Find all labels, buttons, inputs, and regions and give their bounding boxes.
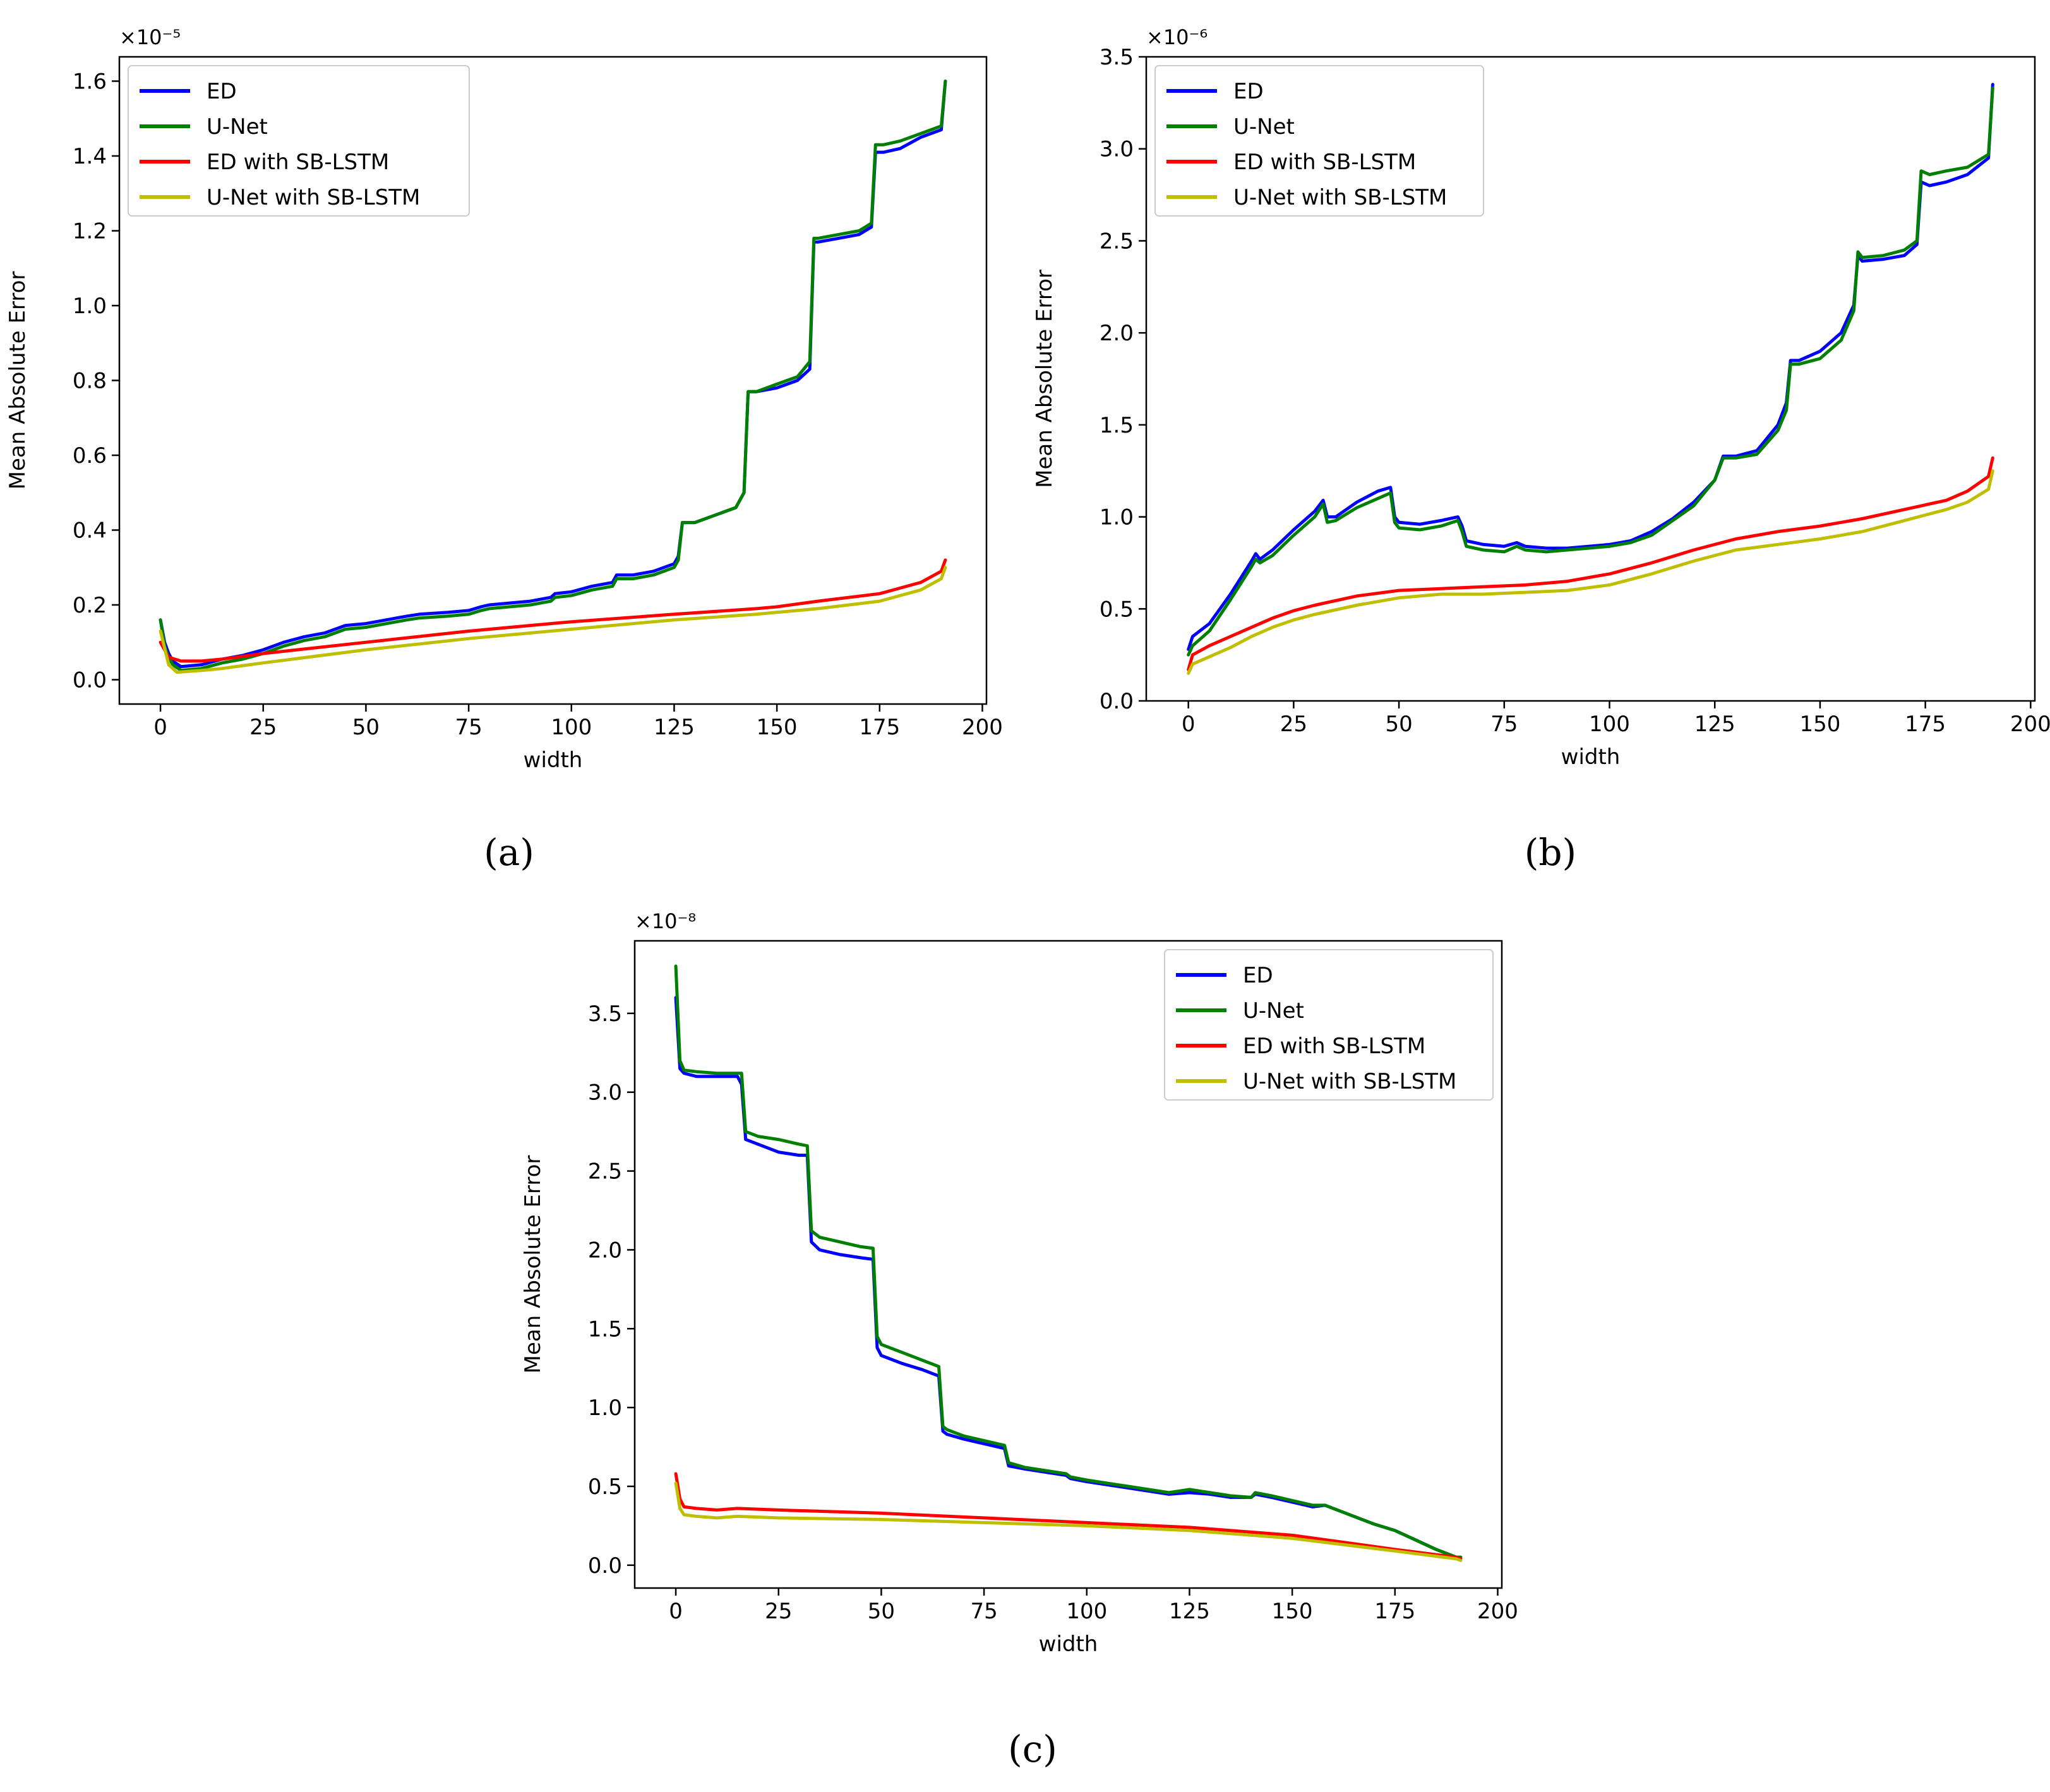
axis-offset-label: ×10⁻⁶ — [1146, 25, 1208, 49]
y-tick-label: 1.2 — [73, 219, 107, 244]
y-tick-label: 2.0 — [588, 1238, 622, 1263]
series-line-u-net — [674, 964, 1463, 1559]
legend-label: ED with SB-LSTM — [1243, 1034, 1425, 1059]
y-tick-label: 1.0 — [73, 294, 107, 319]
x-tick-label: 175 — [1905, 712, 1946, 737]
x-axis-label: width — [524, 748, 583, 773]
y-tick-label: 3.0 — [588, 1080, 622, 1106]
y-axis-label: Mean Absolute Error — [520, 1156, 546, 1374]
y-tick-label: 0.8 — [73, 369, 107, 394]
y-tick-label: 2.5 — [1100, 229, 1134, 254]
x-axis-label: width — [1561, 744, 1621, 770]
series-line-u-net — [159, 80, 947, 672]
y-tick-label: 2.0 — [1100, 321, 1134, 346]
x-tick-label: 150 — [757, 715, 798, 740]
legend-label: U-Net — [1233, 114, 1295, 140]
legend-box — [1154, 65, 1484, 217]
x-tick-label: 125 — [1694, 712, 1735, 737]
x-tick-label: 0 — [153, 715, 167, 740]
x-tick-label: 50 — [1385, 712, 1412, 737]
y-tick-label: 1.0 — [588, 1395, 622, 1421]
legend-label: ED — [207, 79, 237, 104]
y-tick-label: 0.6 — [73, 443, 107, 469]
x-tick-label: 100 — [1066, 1599, 1107, 1624]
x-tick-label: 75 — [970, 1599, 997, 1624]
y-tick-label: 0.0 — [1100, 689, 1134, 714]
series-line-ed-with-sb-lstm — [1187, 456, 1994, 671]
series-line-ed-with-sb-lstm — [159, 558, 947, 663]
legend-box — [1164, 949, 1494, 1101]
x-tick-label: 75 — [1490, 712, 1518, 737]
x-axis-label: width — [1039, 1632, 1098, 1657]
y-tick-label: 1.6 — [73, 69, 107, 95]
y-tick-label: 1.4 — [73, 144, 107, 169]
y-tick-label: 3.0 — [1100, 137, 1134, 162]
x-tick-label: 0 — [1182, 712, 1196, 737]
legend-label: ED with SB-LSTM — [1233, 150, 1416, 175]
legend-label: U-Net with SB-LSTM — [1243, 1069, 1456, 1094]
y-axis-label: Mean Absolute Error — [5, 272, 30, 490]
x-tick-label: 125 — [654, 715, 695, 740]
panel-caption: (a) — [484, 831, 534, 874]
x-tick-label: 0 — [669, 1599, 683, 1624]
series-line-ed — [159, 80, 947, 669]
y-tick-label: 2.5 — [588, 1159, 622, 1185]
x-tick-label: 50 — [868, 1599, 895, 1624]
legend-label: ED — [1243, 963, 1273, 988]
legend-label: U-Net with SB-LSTM — [1233, 185, 1447, 210]
y-tick-label: 1.5 — [588, 1317, 622, 1342]
x-tick-label: 25 — [249, 715, 277, 740]
x-tick-label: 175 — [1374, 1599, 1415, 1624]
chart-panel-3: 0 25 50 75 100 125 150 175 200 0.0 0.5 1.0 1.5 2.0 2.5… — [520, 909, 1518, 1771]
x-tick-label: 100 — [1589, 712, 1630, 737]
axis-offset-label: ×10⁻⁸ — [635, 909, 696, 933]
x-tick-label: 25 — [1280, 712, 1307, 737]
y-axis-label: Mean Absolute Error — [1032, 270, 1057, 488]
y-tick-label: 0.0 — [73, 667, 107, 693]
x-tick-label: 150 — [1272, 1599, 1313, 1624]
series-line-u-net-with-sb-lstm — [1187, 469, 1994, 675]
series-line-u-net-with-sb-lstm — [159, 566, 947, 674]
y-tick-label: 0.2 — [73, 593, 107, 618]
x-tick-label: 100 — [551, 715, 592, 740]
x-tick-label: 25 — [765, 1599, 792, 1624]
chart-panel-2: 0 25 50 75 100 125 150 175 200 0.0 0.5 1.0 1.5 2.0 2.5… — [1032, 25, 2050, 874]
x-tick-label: 175 — [859, 715, 900, 740]
series-line-ed-with-sb-lstm — [674, 1472, 1463, 1561]
x-tick-label: 125 — [1169, 1599, 1210, 1624]
x-tick-label: 200 — [1477, 1599, 1518, 1624]
chart-panel-1: 0 25 50 75 100 125 150 175 200 0.0 0.2 0.4 0.6 0.8 1.0… — [5, 25, 1003, 874]
series-line-u-net — [1187, 87, 1994, 657]
axis-offset-label: ×10⁻⁵ — [119, 25, 181, 49]
legend: ED U-Net ED with SB-LSTM U-Net with SB-LSTM — [128, 65, 470, 217]
x-tick-label: 200 — [962, 715, 1003, 740]
legend-label: U-Net — [207, 114, 268, 140]
y-tick-label: 0.4 — [73, 518, 107, 543]
legend-label: ED with SB-LSTM — [207, 150, 389, 175]
legend-label: ED — [1233, 79, 1264, 104]
x-tick-label: 50 — [352, 715, 380, 740]
y-tick-label: 0.5 — [588, 1474, 622, 1500]
y-tick-label: 3.5 — [588, 1001, 622, 1027]
y-tick-label: 1.5 — [1100, 413, 1134, 438]
legend: ED U-Net ED with SB-LSTM U-Net with SB-LSTM — [1164, 949, 1494, 1101]
y-tick-label: 0.0 — [588, 1553, 622, 1579]
legend: ED U-Net ED with SB-LSTM U-Net with SB-LSTM — [1154, 65, 1484, 217]
series-line-ed — [1187, 83, 1994, 651]
legend-label: U-Net — [1243, 998, 1304, 1024]
panel-caption: (b) — [1525, 831, 1576, 874]
x-tick-label: 200 — [2010, 712, 2050, 737]
panel-caption: (c) — [1008, 1728, 1057, 1771]
legend-box — [128, 65, 470, 217]
y-tick-label: 1.0 — [1100, 505, 1134, 530]
y-tick-label: 0.5 — [1100, 597, 1134, 622]
legend-label: U-Net with SB-LSTM — [207, 185, 420, 210]
x-tick-label: 150 — [1799, 712, 1840, 737]
series-line-u-net-with-sb-lstm — [674, 1481, 1463, 1562]
x-tick-label: 75 — [455, 715, 482, 740]
y-tick-label: 3.5 — [1100, 45, 1134, 70]
